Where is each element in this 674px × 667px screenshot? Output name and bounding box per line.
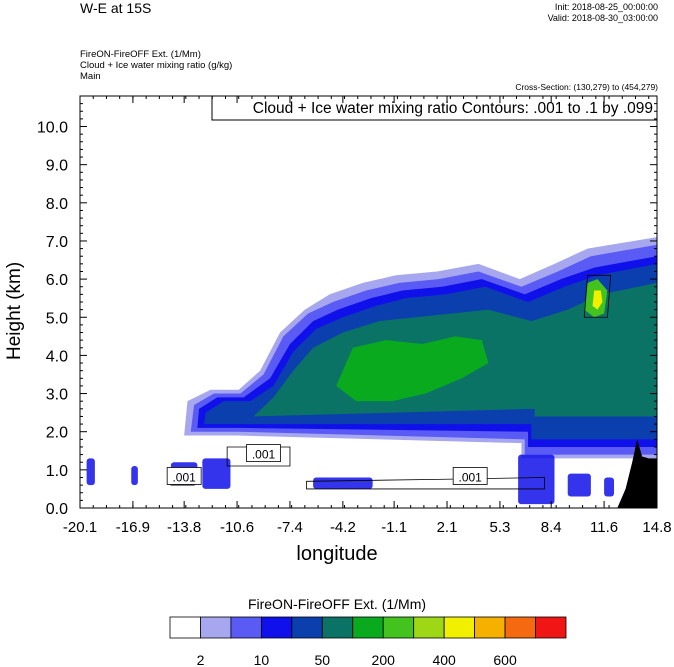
y-tick-label: 1.0 <box>46 463 68 480</box>
x-tick-label: -10.6 <box>220 519 254 536</box>
contour-note-box <box>211 95 658 121</box>
colorbar-label: 600 <box>493 652 517 667</box>
subtitle-variable: FireON-FireOFF Ext. (1/Mm) <box>80 49 201 60</box>
colorbar-swatch <box>443 616 476 639</box>
colorbar-label: 10 <box>254 652 270 667</box>
x-tick-label: -4.2 <box>330 519 356 536</box>
x-tick-label: 5.3 <box>490 519 511 536</box>
colorbar-label: 400 <box>432 652 456 667</box>
extinction-region <box>567 473 591 497</box>
init-time: Init: 2018-08-25_00:00:00 <box>554 2 658 12</box>
subtitle-domain: Main <box>80 71 101 82</box>
valid-time: Valid: 2018-08-30_03:00:00 <box>547 13 658 23</box>
y-tick-label: 4.0 <box>46 348 68 365</box>
colorbar-swatch <box>382 616 415 639</box>
cloud-contour <box>226 446 291 467</box>
extinction-region <box>336 336 489 402</box>
contour-label-box <box>246 444 281 462</box>
x-tick-label: 11.6 <box>590 519 618 536</box>
colorbar-swatch <box>474 616 506 639</box>
y-tick-label: 10.0 <box>37 120 68 137</box>
y-axis-label: Height (km) <box>4 261 25 360</box>
y-tick-label: 5.0 <box>46 310 68 327</box>
y-tick-label: 7.0 <box>46 234 68 251</box>
colorbar-label: 50 <box>315 652 331 667</box>
colorbar-swatch <box>352 616 384 639</box>
contour-label: .001 <box>172 470 196 484</box>
x-tick-label: -1.1 <box>381 519 407 536</box>
contour-label-box <box>452 467 488 485</box>
colorbar-swatch <box>169 616 201 639</box>
y-tick-label: 3.0 <box>46 387 68 404</box>
subtitle-contour: Cloud + Ice water mixing ratio (g/kg) <box>80 60 233 71</box>
cross-section-label: Cross-Section: (130,279) to (454,279) <box>515 82 658 92</box>
x-tick-label: -20.1 <box>63 519 97 536</box>
x-tick-label: -7.4 <box>277 519 303 536</box>
x-tick-label: 2.1 <box>437 519 458 536</box>
chart-title: W-E at 15S <box>80 0 152 16</box>
extinction-region <box>604 477 615 497</box>
colorbar-label: 200 <box>372 652 396 667</box>
colorbar-swatch <box>321 616 354 639</box>
x-axis-label: longitude <box>296 543 378 565</box>
y-tick-label: 0.0 <box>46 501 68 518</box>
contour-note: Cloud + Ice water mixing ratio Contours:… <box>253 100 653 117</box>
x-tick-label: 8.4 <box>541 519 562 536</box>
contour-label: .001 <box>252 448 276 462</box>
extinction-region <box>86 458 95 486</box>
terrain <box>617 439 657 508</box>
y-tick-label: 2.0 <box>46 425 68 442</box>
colorbar-swatch <box>535 616 567 639</box>
contour-label-box <box>166 467 202 485</box>
extinction-region <box>313 477 373 489</box>
x-tick-label: -13.8 <box>167 519 201 536</box>
y-tick-label: 9.0 <box>46 158 68 175</box>
extinction-region <box>131 466 138 486</box>
colorbar-swatch <box>504 616 536 639</box>
extinction-region <box>202 458 231 489</box>
y-tick-label: 8.0 <box>46 196 68 213</box>
extinction-region <box>518 454 555 505</box>
cloud-contour <box>583 274 612 318</box>
y-tick-label: 6.0 <box>46 272 68 289</box>
colorbar-label: 2 <box>197 652 205 667</box>
colorbar-swatch <box>413 616 445 639</box>
contour-label: .001 <box>458 470 482 484</box>
x-tick-label: -16.9 <box>116 519 150 536</box>
colorbar-swatch <box>230 616 262 639</box>
extinction-region <box>592 290 603 310</box>
colorbar-swatch <box>291 616 323 639</box>
colorbar-title: FireON-FireOFF Ext. (1/Mm) <box>247 596 427 612</box>
cloud-contour <box>306 477 545 490</box>
colorbar-swatch <box>200 616 232 639</box>
colorbar-swatch <box>260 616 293 639</box>
x-tick-label: 14.8 <box>642 519 671 536</box>
